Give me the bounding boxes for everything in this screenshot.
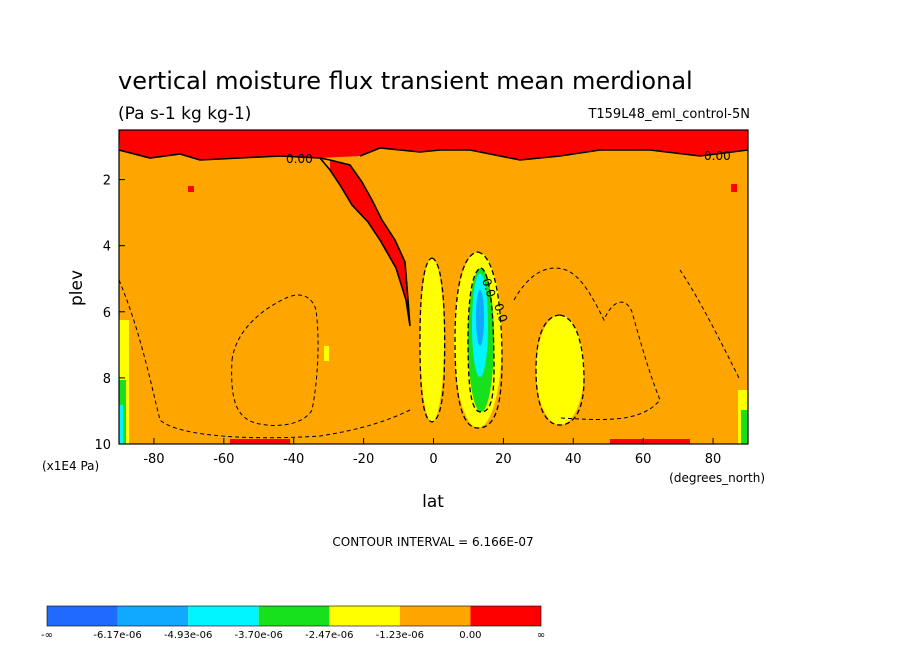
y-tick-label: 2	[103, 174, 111, 189]
colorbar-swatch	[258, 606, 330, 626]
x-tick-label: 60	[635, 452, 652, 467]
colorbar-swatch	[47, 606, 118, 626]
colorbar-label: -1.23e-06	[376, 630, 424, 641]
field-neg1-subtropics	[536, 315, 584, 425]
chart-title: vertical moisture flux transient mean me…	[118, 67, 693, 95]
field-positive-bottom-right	[610, 439, 690, 444]
field-positive-dot-left	[188, 186, 194, 192]
field-positive-top-band	[119, 130, 748, 160]
contour-label-4: 0.0	[491, 302, 510, 324]
x-tick-label: -40	[283, 452, 304, 467]
plot-area: 0.00 0.00 0.0 0.0	[119, 130, 748, 444]
colorbar-label: -6.17e-06	[93, 630, 141, 641]
field-positive-dot-right	[731, 184, 737, 192]
y-tick-label: 4	[103, 240, 111, 255]
colorbar-swatch	[329, 606, 400, 626]
contour-zero-top	[119, 147, 748, 327]
contour-neg1-jet	[454, 251, 503, 429]
colorbar-swatch	[117, 606, 189, 626]
y-tick-label: 10	[94, 438, 111, 453]
y-axis: 2 4 6 8 10	[94, 174, 125, 453]
field-neg2-north-edge	[741, 410, 748, 444]
x-axis-units: (degrees_north)	[669, 471, 765, 485]
colorbar-label: -3.70e-06	[235, 630, 283, 641]
run-label: T159L48_eml_control-5N	[587, 107, 750, 122]
y-tick-label: 6	[103, 306, 111, 321]
contour-neg2-jet	[467, 267, 495, 413]
x-tick-label: -60	[213, 452, 234, 467]
y-axis-label: plev	[67, 270, 87, 306]
field-neg3-south-edge	[119, 405, 123, 444]
field-positive-bottom-left	[230, 439, 290, 444]
contour-label-1: 0.00	[286, 152, 313, 166]
field-neg4-core	[476, 290, 484, 346]
colorbar-label: 0.00	[459, 630, 481, 641]
colorbar-swatch	[470, 606, 541, 626]
y-axis-units: (x1E4 Pa)	[42, 459, 99, 473]
colorbar-label: -4.93e-06	[164, 630, 212, 641]
field-neg1-near-equator	[420, 258, 444, 422]
y-tick-label: 8	[103, 372, 111, 387]
colorbar: -∞ -6.17e-06 -4.93e-06 -3.70e-06 -2.47e-06 -1…	[41, 605, 545, 641]
x-tick-label: 40	[565, 452, 582, 467]
x-tick-label: 80	[705, 452, 722, 467]
x-axis: -80 -60 -40 -20 0 20 40 60 80	[143, 438, 721, 467]
contour-half-south	[231, 294, 319, 426]
colorbar-label: ∞	[537, 630, 545, 641]
x-tick-label: -20	[353, 452, 374, 467]
colorbar-swatch	[399, 606, 471, 626]
colorbar-frame	[46, 605, 542, 627]
x-tick-label: -80	[143, 452, 164, 467]
x-tick-label: 20	[495, 452, 512, 467]
contour-neg1-equator	[419, 257, 446, 423]
colorbar-label: -∞	[41, 630, 53, 641]
chart-subtitle: (Pa s-1 kg kg-1)	[118, 104, 251, 124]
x-tick-label: 0	[429, 452, 437, 467]
x-axis-label: lat	[422, 492, 444, 512]
contour-label-2: 0.00	[704, 149, 731, 163]
colorbar-swatch	[188, 606, 259, 626]
contour-interval: CONTOUR INTERVAL = 6.166E-07	[332, 535, 533, 549]
contour-neg1-subtropics	[535, 314, 585, 426]
contour-half-outer	[119, 269, 741, 439]
colorbar-label: -2.47e-06	[305, 630, 353, 641]
field-neg1-speck	[324, 346, 329, 361]
contour-label-3: 0.0	[479, 277, 498, 299]
